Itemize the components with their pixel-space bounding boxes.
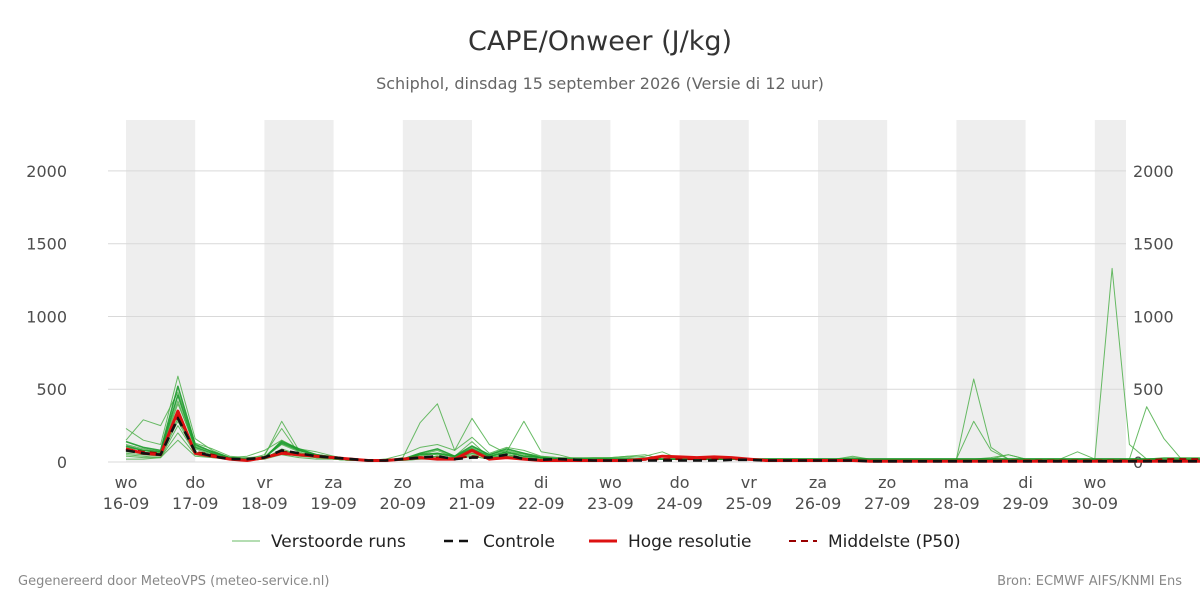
- footer-right: Bron: ECMWF AIFS/KNMI Ens: [997, 574, 1182, 589]
- x-tick-day: wo: [115, 473, 138, 492]
- chart-subtitle: Schiphol, dinsdag 15 september 2026 (Ver…: [376, 74, 824, 93]
- x-tick-day: do: [185, 473, 205, 492]
- y-axis-left: 0 500 1000 1500 2000: [26, 162, 67, 472]
- y-tick-label: 1500: [26, 235, 67, 254]
- x-tick-day: di: [534, 473, 549, 492]
- y-tick-label: 0: [57, 453, 67, 472]
- weekend-bands: [126, 120, 1126, 462]
- x-tick-date: 28-09: [933, 494, 980, 513]
- shade-band: [679, 120, 749, 462]
- x-tick-day: vr: [256, 473, 272, 492]
- x-tick-day: za: [809, 473, 827, 492]
- plot-area: [125, 267, 1200, 463]
- x-tick-date: 29-09: [1002, 494, 1049, 513]
- shade-band: [541, 120, 611, 462]
- y-tick-label: 500: [36, 380, 67, 399]
- x-tick-date: 23-09: [587, 494, 634, 513]
- control-series-line: [125, 417, 1200, 463]
- x-tick-day: ma: [944, 473, 969, 492]
- x-axis: wo 16-09 do 17-09 vr 18-09 za 19-09 zo 20-09 ma 21-…: [103, 473, 1118, 513]
- legend-label: Hoge resolutie: [628, 532, 752, 552]
- x-tick-day: zo: [394, 473, 412, 492]
- x-tick-date: 27-09: [864, 494, 911, 513]
- x-tick-date: 22-09: [518, 494, 565, 513]
- x-tick-date: 21-09: [449, 494, 496, 513]
- shade-band: [818, 120, 888, 462]
- x-tick-date: 20-09: [380, 494, 427, 513]
- y-tick-label: 1500: [1133, 235, 1174, 254]
- chart-title: CAPE/Onweer (J/kg): [468, 26, 732, 57]
- x-tick-day: wo: [599, 473, 622, 492]
- x-tick-date: 16-09: [103, 494, 150, 513]
- x-tick-date: 24-09: [656, 494, 703, 513]
- y-tick-label: 2000: [1133, 162, 1174, 181]
- x-tick-date: 25-09: [726, 494, 773, 513]
- x-tick-day: do: [670, 473, 690, 492]
- x-tick-date: 26-09: [795, 494, 842, 513]
- x-tick-day: zo: [878, 473, 896, 492]
- x-tick-date: 17-09: [172, 494, 219, 513]
- y-tick-label: 500: [1133, 380, 1164, 399]
- footer-left: Gegenereerd door MeteoVPS (meteo-service…: [18, 574, 329, 589]
- x-tick-date: 18-09: [241, 494, 288, 513]
- x-tick-date: 19-09: [310, 494, 357, 513]
- x-tick-day: vr: [741, 473, 757, 492]
- y-tick-label: 2000: [26, 162, 67, 181]
- x-tick-day: di: [1018, 473, 1033, 492]
- legend-label: Middelste (P50): [828, 532, 961, 552]
- shade-band: [264, 120, 334, 462]
- x-tick-day: za: [324, 473, 342, 492]
- legend: Verstoorde runs Controle Hoge resolutie Mid…: [232, 532, 961, 552]
- x-tick-day: ma: [459, 473, 484, 492]
- x-tick-day: wo: [1083, 473, 1106, 492]
- y-tick-label: 1000: [1133, 307, 1174, 326]
- legend-label: Verstoorde runs: [271, 532, 406, 552]
- x-tick-date: 30-09: [1072, 494, 1119, 513]
- legend-label: Controle: [483, 532, 555, 552]
- y-tick-label: 1000: [26, 307, 67, 326]
